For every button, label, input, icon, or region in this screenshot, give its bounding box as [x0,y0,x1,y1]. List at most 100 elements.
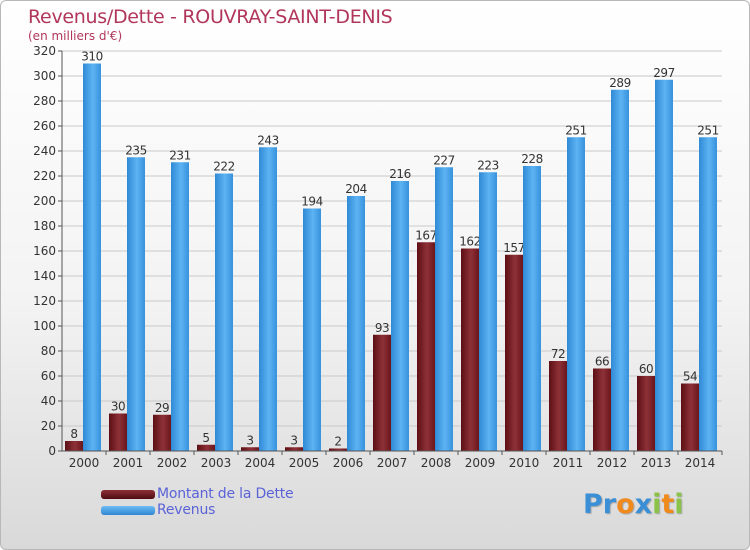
data-label: 3 [246,433,253,447]
revenus-bar [567,137,585,451]
debt-bar [637,376,655,451]
debt-bar [285,447,303,451]
y-tick-label: 320 [33,44,56,58]
y-tick-label: 180 [33,219,56,233]
x-tick-label: 2006 [333,456,364,470]
debt-bar [505,254,523,451]
x-tick-label: 2009 [465,456,496,470]
x-tick-label: 2014 [685,456,716,470]
y-tick-label: 200 [33,194,56,208]
x-tick-label: 2007 [377,456,408,470]
y-tick-label: 260 [33,119,56,133]
y-tick-label: 220 [33,169,56,183]
debt-bar [461,248,479,451]
debt-bar [153,414,171,451]
data-label: 29 [155,401,169,415]
y-tick-label: 300 [33,69,56,83]
data-label: 54 [683,370,697,384]
proxiti-logo: Proxiti [583,489,684,520]
legend-swatch-debt [101,490,155,499]
legend-swatch-revenus [101,506,155,515]
chart-title: Revenus/Dette - ROUVRAY-SAINT-DENIS [28,6,393,28]
data-label: 227 [433,153,454,167]
data-label: 251 [565,123,586,137]
data-label: 297 [653,66,674,80]
y-tick-label: 0 [48,444,56,458]
data-label: 222 [213,160,234,174]
revenus-bar [479,172,497,451]
data-label: 216 [389,167,410,181]
y-tick-label: 60 [41,369,56,383]
logo-letter: o [616,489,635,520]
debt-bar [329,448,347,451]
revenus-bar [347,196,365,451]
debt-bar [417,242,435,451]
x-tick-label: 2001 [113,456,144,470]
y-tick-label: 20 [41,419,56,433]
debt-bar [197,444,215,451]
x-axis-ticks: 2000 2001 2002 2003 2004 2005 2006 2007 2008 2009… [69,451,723,470]
x-tick-label: 2004 [245,456,276,470]
data-label: 30 [111,400,125,414]
data-label: 3 [290,433,297,447]
legend-label-revenus: Revenus [157,502,216,518]
logo-letter: i [674,489,684,520]
revenus-bar [259,147,277,451]
debt-bar [109,413,127,451]
data-label: 310 [81,50,102,64]
revenus-bar [435,167,453,451]
revenus-bar [611,89,629,451]
data-label: 235 [125,143,146,157]
debt-bar [241,447,259,451]
y-tick-label: 40 [41,394,56,408]
x-tick-label: 2012 [597,456,628,470]
y-tick-label: 140 [33,269,56,283]
y-tick-label: 240 [33,144,56,158]
data-label: 72 [551,347,565,361]
data-label: 289 [609,76,630,90]
data-label: 223 [477,158,498,172]
data-label: 93 [375,321,389,335]
x-tick-label: 2010 [509,456,540,470]
debt-bar [593,368,611,451]
data-label: 60 [639,362,653,376]
debt-bar [549,361,567,451]
data-label: 66 [595,355,609,369]
data-label: 194 [301,195,322,209]
data-label: 251 [697,123,718,137]
data-label: 157 [503,241,524,255]
revenus-bar [127,157,145,451]
data-label: 8 [70,427,77,441]
legend-label-debt: Montant de la Dette [157,486,294,502]
data-label: 5 [202,431,209,445]
logo-letter: P [583,489,603,520]
revenus-bar [171,162,189,451]
y-tick-label: 160 [33,244,56,258]
y-tick-label: 280 [33,94,56,108]
x-tick-label: 2000 [69,456,100,470]
debt-bar [373,334,391,451]
revenus-bar [699,137,717,451]
logo-letter: i [652,489,662,520]
revenus-bar [655,79,673,451]
x-tick-label: 2002 [157,456,188,470]
logo-letter: r [602,489,617,520]
chart-subtitle: (en milliers d'€) [28,29,123,43]
y-tick-label: 100 [33,319,56,333]
revenus-bar [303,208,321,451]
revenus-bar [215,173,233,451]
data-label: 162 [459,235,480,249]
revenus-bar [523,166,541,451]
data-label: 231 [169,148,190,162]
x-tick-label: 2013 [641,456,672,470]
x-tick-label: 2011 [553,456,584,470]
logo-letter: t [661,489,675,520]
revenus-bar [391,181,409,451]
data-label: 2 [334,435,341,449]
debt-bar [65,441,83,451]
x-tick-label: 2008 [421,456,452,470]
revenus-bar [83,63,101,451]
data-label: 228 [521,152,542,166]
